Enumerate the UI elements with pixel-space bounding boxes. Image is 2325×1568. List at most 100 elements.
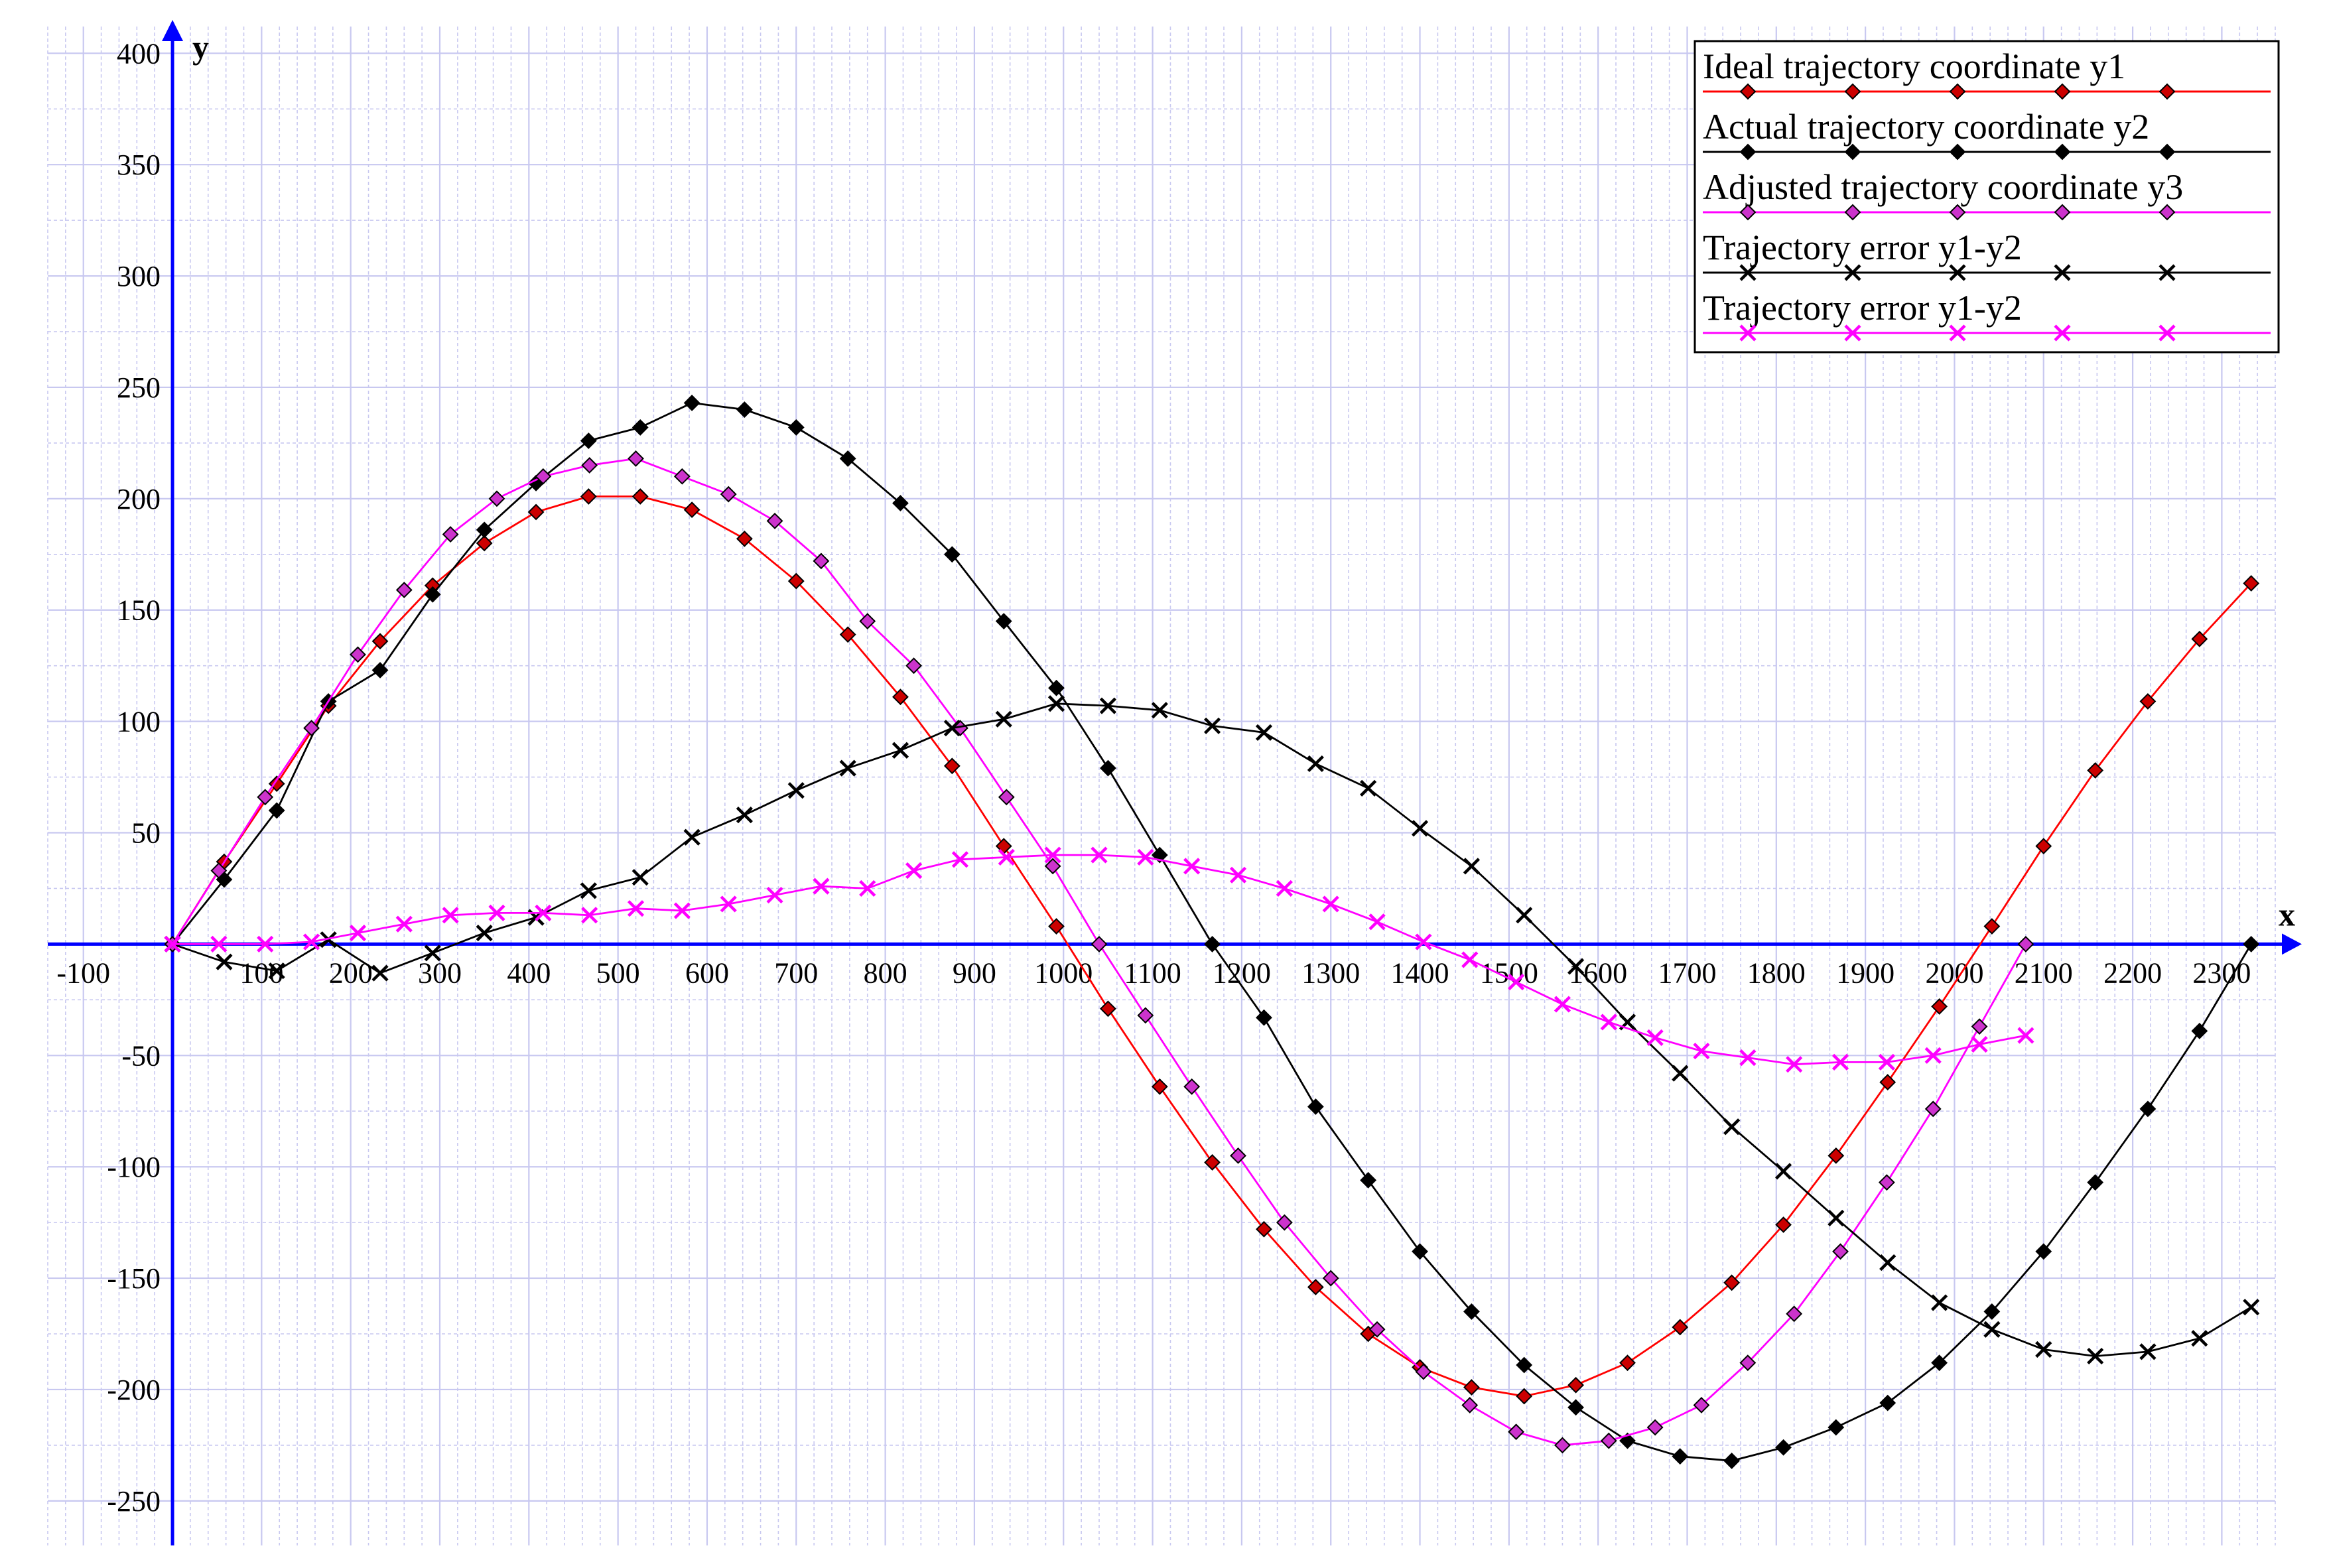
data-point [1276, 1214, 1293, 1231]
series-3 [164, 450, 2034, 1454]
x-marker-stroke [995, 710, 1012, 728]
data-point [1739, 1354, 1757, 1372]
data-point [395, 582, 413, 598]
data-point [787, 419, 805, 436]
x-marker-stroke [2087, 1347, 2104, 1365]
data-point [1672, 1065, 1689, 1082]
x-marker-stroke [476, 925, 493, 942]
data-point [943, 546, 961, 563]
data-point [998, 848, 1015, 866]
data-point [424, 945, 441, 962]
legend-marker [1844, 83, 1861, 100]
data-point [424, 586, 441, 603]
data-point [1360, 1171, 1377, 1189]
x-tick-label: 1200 [1213, 956, 1271, 989]
y-tick-label: -150 [107, 1262, 161, 1295]
x-tick-label: 1400 [1391, 956, 1449, 989]
x-tick-label: 500 [596, 956, 640, 989]
series-line [172, 702, 2252, 1358]
x-marker-stroke [1739, 1049, 1757, 1067]
data-point [859, 613, 876, 629]
x-marker-stroke [1878, 1053, 1895, 1071]
data-point [395, 915, 413, 933]
data-point [1137, 1007, 1154, 1024]
data-point [1204, 1154, 1221, 1171]
data-point [1203, 717, 1221, 734]
data-point [476, 521, 493, 539]
data-point [581, 907, 598, 924]
y-axis-arrow [162, 20, 184, 41]
data-point [1983, 1321, 2001, 1338]
data-point [631, 488, 649, 505]
data-point [320, 931, 337, 948]
data-point [580, 432, 597, 449]
data-point [1230, 1147, 1246, 1164]
x-tick-label: 1500 [1480, 956, 1538, 989]
x-marker-stroke [1203, 717, 1221, 734]
x-marker-stroke [424, 945, 441, 962]
x-axis-label: x [2279, 895, 2295, 933]
x-marker-stroke [892, 742, 909, 759]
data-point [1411, 820, 1429, 837]
data-point [627, 900, 645, 917]
data-point [2191, 630, 2208, 647]
x-marker-stroke [720, 895, 737, 913]
data-point [476, 925, 493, 942]
x-tick-label: 1900 [1836, 956, 1894, 989]
legend-marker [1739, 143, 1757, 161]
data-point [1924, 1100, 1942, 1118]
data-point [2087, 762, 2104, 779]
legend-box [1694, 40, 2280, 354]
data-point [2087, 1347, 2104, 1365]
data-point [581, 457, 598, 474]
x-marker-stroke [1151, 702, 1168, 719]
data-point [892, 742, 909, 759]
data-point [2191, 1022, 2208, 1039]
data-point [303, 720, 320, 737]
y-tick-label: 200 [117, 483, 161, 515]
data-point [1508, 973, 1525, 991]
legend-label: Actual trajectory coordinate y2 [1703, 107, 2149, 147]
data-point [1463, 858, 1481, 875]
x-marker-stroke [627, 900, 645, 917]
x-marker-stroke [1723, 1118, 1741, 1136]
x-tick-label: 1600 [1569, 956, 1627, 989]
data-point [535, 468, 552, 485]
data-point [905, 657, 923, 675]
data-point [839, 626, 856, 643]
x-marker-stroke [1949, 264, 1966, 281]
data-point [268, 962, 285, 980]
data-point [1048, 679, 1065, 696]
y-tick-label: -200 [107, 1374, 161, 1406]
data-point [210, 935, 228, 952]
data-point [580, 488, 597, 505]
legend-marker [2054, 143, 2071, 161]
data-point [1878, 1174, 1895, 1191]
data-point [1368, 913, 1386, 931]
data-point [1415, 933, 1432, 950]
x-marker-stroke [905, 862, 923, 880]
data-point [1516, 1356, 1533, 1374]
data-point [1878, 1053, 1895, 1071]
x-marker-stroke [1879, 1254, 1896, 1272]
x-marker-stroke [1931, 1294, 1948, 1311]
x-marker-stroke [216, 953, 233, 970]
y-tick-label: -50 [121, 1039, 161, 1072]
data-point [257, 935, 274, 952]
data-point [1774, 1163, 1792, 1180]
data-point [302, 933, 320, 950]
data-point [736, 530, 753, 547]
x-marker-stroke [1463, 858, 1481, 875]
x-marker-stroke [395, 915, 413, 933]
x-marker-stroke [1600, 1013, 1617, 1031]
data-point [1879, 1254, 1896, 1272]
data-point [2243, 575, 2260, 592]
data-point [268, 802, 285, 819]
data-point [943, 757, 961, 775]
x-axis-arrow [2282, 933, 2302, 955]
data-point [1931, 1294, 1948, 1311]
legend-label: Trajectory error y1-y2 [1703, 228, 2022, 267]
x-tick-label: 600 [685, 956, 729, 989]
data-point [673, 468, 691, 485]
data-point [1775, 1216, 1792, 1233]
